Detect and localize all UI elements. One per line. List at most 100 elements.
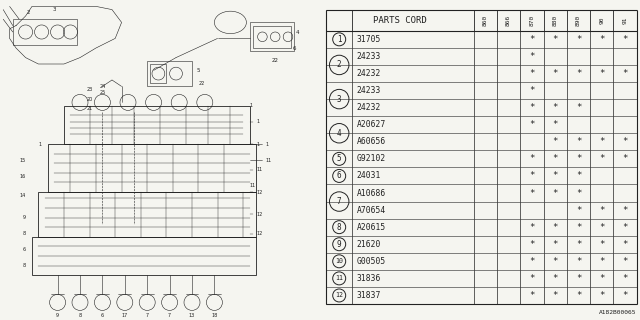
Text: *: * [623,240,628,249]
Text: 12: 12 [256,189,262,195]
Text: A182B00065: A182B00065 [599,310,637,315]
Bar [13,19,77,45]
Text: *: * [576,35,581,44]
Text: 12: 12 [335,292,343,299]
Text: *: * [529,274,534,283]
Bar [38,192,256,237]
Text: *: * [599,137,605,146]
Text: 24
25: 24 25 [99,84,106,95]
Bar [253,26,291,48]
Text: 1: 1 [38,141,42,147]
Bar [147,61,192,86]
Text: 21: 21 [86,106,93,111]
Text: *: * [552,257,558,266]
Text: 11: 11 [266,157,272,163]
Text: 8: 8 [22,263,26,268]
Text: 20: 20 [86,97,93,102]
Text: *: * [623,69,628,78]
Text: 8: 8 [22,231,26,236]
Text: A20627: A20627 [357,120,386,129]
Text: 12: 12 [256,231,262,236]
Text: 14: 14 [19,193,26,198]
Text: *: * [623,35,628,44]
Text: *: * [529,120,534,129]
Text: 1: 1 [256,119,259,124]
Text: 1: 1 [250,103,253,108]
Text: 16: 16 [19,173,26,179]
Text: 6: 6 [292,45,296,51]
Text: *: * [599,274,605,283]
Text: *: * [576,240,581,249]
Text: 6: 6 [337,172,342,180]
Text: G92102: G92102 [357,154,386,164]
Text: 2: 2 [27,10,31,15]
Text: 22: 22 [198,81,205,86]
Text: *: * [529,188,534,197]
Bar [150,64,166,83]
Text: *: * [576,223,581,232]
Text: 1: 1 [266,141,269,147]
Text: *: * [599,240,605,249]
Text: *: * [552,35,558,44]
Text: 5: 5 [196,68,200,73]
Text: 2: 2 [337,60,342,69]
Text: 9: 9 [56,313,59,318]
Text: *: * [623,223,628,232]
Text: *: * [529,154,534,164]
Text: 1: 1 [337,35,342,44]
Text: 9: 9 [337,240,342,249]
Text: 7: 7 [337,197,342,206]
Bar [250,22,294,51]
Text: *: * [552,188,558,197]
Text: 1: 1 [256,141,259,147]
Text: *: * [576,137,581,146]
Text: *: * [529,35,534,44]
Text: 5: 5 [337,154,342,164]
Text: 7: 7 [146,313,148,318]
Bar [32,237,256,275]
Text: 90: 90 [599,16,604,24]
Text: *: * [552,154,558,164]
Text: *: * [529,257,534,266]
Text: *: * [552,223,558,232]
Text: *: * [529,69,534,78]
Text: 4: 4 [337,129,342,138]
Text: *: * [599,257,605,266]
Text: G00505: G00505 [357,257,386,266]
Text: 91: 91 [623,16,628,24]
Text: *: * [623,154,628,164]
Text: 13: 13 [189,313,195,318]
Text: A10686: A10686 [357,188,386,197]
Text: 870: 870 [529,15,534,26]
Text: *: * [599,35,605,44]
Text: *: * [529,291,534,300]
Text: *: * [576,69,581,78]
Text: 21620: 21620 [357,240,381,249]
Text: 880: 880 [553,15,557,26]
Text: PARTS CORD: PARTS CORD [373,16,427,25]
Text: 12: 12 [256,212,262,217]
Text: 11: 11 [250,183,256,188]
Text: 31836: 31836 [357,274,381,283]
Text: 860: 860 [483,15,488,26]
Text: 23: 23 [86,87,93,92]
Text: A20615: A20615 [357,223,386,232]
Text: *: * [576,103,581,112]
Text: 17: 17 [122,313,128,318]
Text: *: * [576,205,581,215]
Text: 6: 6 [101,313,104,318]
Text: *: * [552,69,558,78]
Text: *: * [576,274,581,283]
Text: 6: 6 [22,247,26,252]
Text: 15: 15 [19,157,26,163]
Text: A70654: A70654 [357,205,386,215]
Text: *: * [599,154,605,164]
Text: *: * [623,137,628,146]
Text: 7: 7 [168,313,171,318]
Text: 11: 11 [335,276,343,281]
Text: *: * [552,103,558,112]
Text: *: * [552,172,558,180]
Text: 9: 9 [22,215,26,220]
Text: *: * [623,274,628,283]
Text: *: * [623,291,628,300]
